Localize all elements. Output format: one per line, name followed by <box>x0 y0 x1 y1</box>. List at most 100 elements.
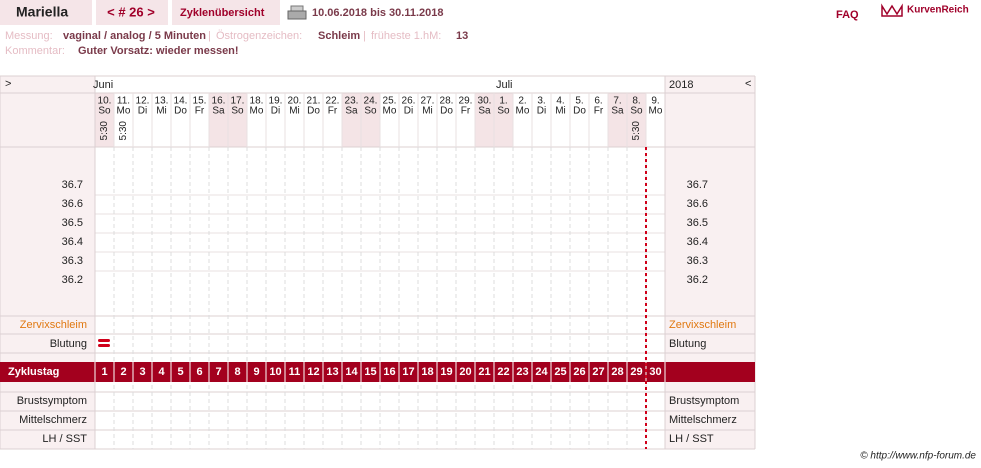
row-label: Brustsymptom <box>669 395 739 407</box>
day-weekday: Sa <box>345 106 358 117</box>
day-date: 25. <box>383 96 397 107</box>
row-label: Blutung <box>669 338 706 350</box>
weekend-shade <box>228 93 247 147</box>
day-weekday: Fr <box>594 106 604 117</box>
nav-left: > <box>5 78 11 90</box>
day-date: 30. <box>478 96 492 107</box>
row-label: LH / SST <box>669 433 714 445</box>
day-weekday: Mo <box>250 106 264 117</box>
day-date: 9. <box>651 96 659 107</box>
logo-text[interactable]: KurvenReich <box>907 5 969 16</box>
day-time: 5:30 <box>631 121 642 141</box>
day-weekday: Mo <box>383 106 397 117</box>
row-label: LH / SST <box>42 433 87 445</box>
view-link[interactable]: Zyklenübersicht <box>180 7 265 19</box>
day-weekday: Do <box>440 106 453 117</box>
month: Juni <box>93 79 113 91</box>
cycle-day: 1 <box>101 366 107 378</box>
cycle-nav[interactable]: < # 26 > <box>107 4 155 19</box>
day-date: 29. <box>459 96 473 107</box>
cycle-day: 3 <box>139 366 145 378</box>
day-date: 26. <box>402 96 416 107</box>
cycle-day: 5 <box>177 366 183 378</box>
cycle-day: 28 <box>611 366 623 378</box>
weekend-shade <box>342 93 361 147</box>
day-weekday: So <box>98 106 111 117</box>
cycle-label: Zyklustag <box>8 366 59 378</box>
weekend-shade <box>95 93 114 147</box>
day-weekday: Fr <box>328 106 338 117</box>
cycle-day: 27 <box>592 366 604 378</box>
left-column <box>0 76 95 449</box>
day-date: 1. <box>499 96 507 107</box>
day-date: 27. <box>421 96 435 107</box>
measurement-label: Messung: <box>5 30 53 42</box>
cycle-day: 17 <box>402 366 414 378</box>
cycle-day: 9 <box>253 366 259 378</box>
day-date: 6. <box>594 96 602 107</box>
row-label: Zervixschleim <box>669 319 736 331</box>
day-date: 12. <box>136 96 150 107</box>
day-weekday: Fr <box>461 106 471 117</box>
day-date: 4. <box>556 96 564 107</box>
bleeding-icon <box>98 344 110 347</box>
day-weekday: Di <box>537 106 546 117</box>
day-date: 20. <box>288 96 302 107</box>
day-weekday: Mi <box>555 106 566 117</box>
weekend-shade <box>209 93 228 147</box>
day-weekday: Di <box>271 106 280 117</box>
row-label: Mittelschmerz <box>669 414 737 426</box>
day-weekday: Do <box>174 106 187 117</box>
day-weekday: Di <box>404 106 413 117</box>
temp-label: 36.3 <box>62 255 83 267</box>
row-label: Brustsymptom <box>17 395 87 407</box>
day-date: 23. <box>345 96 359 107</box>
cycle-bar <box>0 362 755 382</box>
day-weekday: So <box>630 106 643 117</box>
day-date: 2. <box>518 96 526 107</box>
day-weekday: Mi <box>156 106 167 117</box>
day-weekday: Sa <box>478 106 491 117</box>
day-date: 22. <box>326 96 340 107</box>
cycle-day: 29 <box>630 366 642 378</box>
cycle-box[interactable] <box>96 0 168 25</box>
nav-right: < <box>745 78 751 90</box>
user-name: Mariella <box>16 4 68 20</box>
day-date: 5. <box>575 96 583 107</box>
cycle-day: 4 <box>158 366 165 378</box>
temp-label: 36.2 <box>687 274 708 286</box>
day-weekday: Mo <box>649 106 663 117</box>
name-box <box>0 0 92 25</box>
day-weekday: Mi <box>289 106 300 117</box>
cycle-day: 8 <box>234 366 240 378</box>
weekend-shade <box>475 93 494 147</box>
cycle-day: 16 <box>383 366 395 378</box>
temp-label: 36.2 <box>62 274 83 286</box>
cycle-day: 7 <box>215 366 221 378</box>
printer-icon[interactable] <box>287 5 307 20</box>
cycle-day: 10 <box>269 366 281 378</box>
day-date: 11. <box>117 96 130 107</box>
row-label: Mittelschmerz <box>19 414 87 426</box>
day-date: 17. <box>231 96 245 107</box>
temp-label: 36.5 <box>687 217 708 229</box>
weekend-shade <box>608 93 627 147</box>
day-weekday: Sa <box>611 106 624 117</box>
first-hm: 13 <box>456 30 468 42</box>
cycle-day: 26 <box>573 366 585 378</box>
day-date: 15. <box>193 96 207 107</box>
separator: | <box>363 30 366 42</box>
faq-link[interactable]: FAQ <box>836 9 859 21</box>
day-weekday: Di <box>138 106 147 117</box>
day-time: 5:30 <box>99 121 110 141</box>
day-date: 8. <box>632 96 640 107</box>
day-date: 24. <box>364 96 378 107</box>
year: 2018 <box>669 79 693 91</box>
view-box[interactable] <box>172 0 280 25</box>
day-date: 28. <box>440 96 454 107</box>
temp-label: 36.7 <box>62 179 83 191</box>
cycle-day: 25 <box>554 366 566 378</box>
day-date: 7. <box>613 96 621 107</box>
